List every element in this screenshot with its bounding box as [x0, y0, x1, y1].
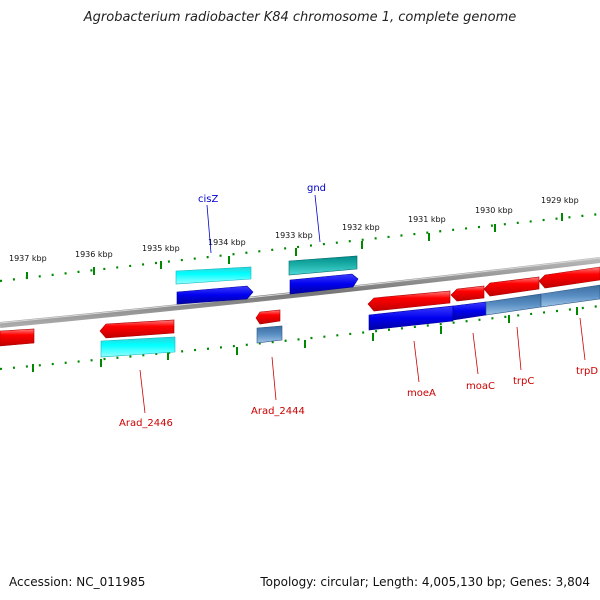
gene-feature-cisZ[interactable] [176, 285, 254, 305]
gene-feature-trpD[interactable] [538, 266, 600, 289]
leader-line [206, 204, 212, 254]
gene-feature-moeA[interactable] [367, 290, 451, 312]
gene-label-cisZ[interactable]: cisZ [198, 194, 218, 205]
leader-line [139, 369, 146, 414]
leader-line [579, 317, 586, 361]
chromosome-backbone [0, 257, 600, 328]
gene-feature-pseudo[interactable] [256, 325, 283, 344]
gene-label-moeA[interactable]: moeA [407, 388, 436, 399]
leader-line [271, 356, 277, 401]
leader-line [314, 194, 321, 243]
gene-label-trpC[interactable]: trpC [513, 376, 534, 387]
gene-feature-moeA-cds[interactable] [368, 305, 454, 331]
gene-label-arad-2446[interactable]: Arad_2446 [119, 418, 173, 429]
scale-label: 1936 kbp [75, 250, 113, 259]
gene-feature-cds[interactable] [288, 255, 358, 276]
gene-feature-arad-2446[interactable] [99, 319, 175, 339]
gene-feature-gnd[interactable] [289, 273, 359, 295]
gene-feature-arad-2444[interactable] [255, 309, 281, 325]
gene-feature-trpC-cds[interactable] [485, 293, 542, 316]
gene-label-gnd[interactable]: gnd [307, 183, 326, 194]
scale-label: 1931 kbp [408, 215, 446, 224]
scale-label: 1929 kbp [541, 196, 579, 205]
leader-line [413, 340, 420, 383]
gene-feature-trpD-cds[interactable] [540, 284, 600, 308]
scale-label: 1935 kbp [142, 244, 180, 253]
gene-feature-trpC[interactable] [483, 276, 540, 297]
gene-label-moaC[interactable]: moaC [466, 381, 495, 392]
leader-line [472, 332, 479, 375]
gene-feature-cds[interactable] [175, 266, 252, 285]
scale-label: 1934 kbp [208, 238, 246, 247]
gene-feature-cds[interactable] [100, 336, 176, 358]
gene-feature-moaC[interactable] [450, 285, 485, 302]
scale-label: 1937 kbp [9, 254, 47, 263]
gene-feature-moaC-cds[interactable] [452, 301, 487, 321]
scale-label: 1933 kbp [275, 231, 313, 240]
gene-feature-partial[interactable] [0, 328, 35, 347]
major-ticks-upper [26, 213, 563, 279]
map-title: Agrobacterium radiobacter K84 chromosome… [83, 10, 517, 25]
gene-label-arad-2444[interactable]: Arad_2444 [251, 406, 305, 417]
gene-label-trpD[interactable]: trpD [576, 366, 598, 377]
scale-label: 1932 kbp [342, 223, 380, 232]
accession-text: Accession: NC_011985 [9, 575, 146, 589]
scale-label: 1930 kbp [475, 206, 513, 215]
leader-line [516, 326, 522, 371]
genome-summary-text: Topology: circular; Length: 4,005,130 bp… [260, 575, 590, 589]
major-ticks-lower [32, 307, 578, 372]
